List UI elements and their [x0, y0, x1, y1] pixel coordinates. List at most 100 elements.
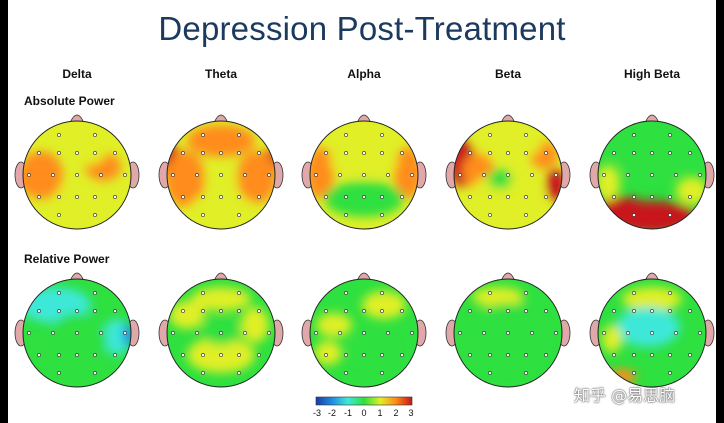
- power-region: [123, 323, 131, 347]
- head-map-icon: [22, 120, 132, 230]
- head-map-icon: [22, 278, 132, 388]
- electrode-dot: [632, 133, 636, 137]
- electrode-dot: [257, 353, 261, 357]
- head-map: [445, 114, 571, 230]
- power-region: [394, 147, 418, 199]
- electrode-dot: [51, 173, 55, 177]
- power-region: [600, 133, 632, 157]
- electrode-dot: [201, 353, 205, 357]
- electrode-dot: [488, 195, 492, 199]
- electrode-dot: [324, 195, 328, 199]
- electrode-dot: [400, 309, 404, 313]
- electrode-dot: [181, 151, 185, 155]
- power-region: [103, 319, 131, 355]
- electrode-dot: [362, 331, 366, 335]
- electrode-dot: [488, 151, 492, 155]
- electrode-dot: [51, 331, 55, 335]
- electrode-dot: [257, 309, 261, 313]
- power-region: [598, 165, 620, 201]
- electrode-dot: [93, 353, 97, 357]
- electrode-dot: [602, 173, 606, 177]
- band-label-high-beta: High Beta: [623, 67, 680, 81]
- electrode-dot: [688, 151, 692, 155]
- colorbar-tick: 1: [377, 408, 382, 418]
- electrode-dot: [524, 151, 528, 155]
- power-region: [237, 151, 275, 203]
- power-region: [472, 287, 524, 307]
- electrode-dot: [219, 331, 223, 335]
- electrode-dot: [612, 195, 616, 199]
- electrode-dot: [668, 371, 672, 375]
- electrode-dot: [37, 353, 41, 357]
- electrode-dot: [237, 371, 241, 375]
- power-region: [616, 307, 680, 347]
- band-label-alpha: Alpha: [347, 67, 381, 81]
- electrode-dot: [93, 151, 97, 155]
- page-title: Depression Post-Treatment: [158, 10, 566, 47]
- electrode-dot: [524, 291, 528, 295]
- electrode-dot: [57, 371, 61, 375]
- electrode-dot: [674, 173, 678, 177]
- electrode-dot: [237, 133, 241, 137]
- electrode-dot: [380, 133, 384, 137]
- electrode-dot: [324, 353, 328, 357]
- electrode-dot: [181, 309, 185, 313]
- electrode-dot: [57, 151, 61, 155]
- electrode-dot: [386, 331, 390, 335]
- electrode-dot: [75, 151, 79, 155]
- electrode-dot: [344, 371, 348, 375]
- electrode-dot: [171, 331, 175, 335]
- band-label-theta: Theta: [204, 67, 237, 81]
- head-map: [589, 114, 715, 230]
- electrode-dot: [544, 195, 548, 199]
- head-map-icon: [453, 120, 563, 230]
- colorbar: [315, 396, 413, 406]
- electrode-dot: [380, 309, 384, 313]
- electrode-dot: [668, 291, 672, 295]
- power-region: [23, 165, 33, 193]
- electrode-dot: [171, 173, 175, 177]
- electrode-dot: [488, 291, 492, 295]
- electrode-dot: [27, 173, 31, 177]
- electrode-dot: [524, 213, 528, 217]
- electrode-dot: [650, 173, 654, 177]
- electrode-dot: [113, 151, 117, 155]
- electrode-dot: [524, 309, 528, 313]
- head-map: [589, 272, 715, 388]
- electrode-dot: [380, 151, 384, 155]
- electrode-dot: [612, 353, 616, 357]
- electrode-dot: [400, 195, 404, 199]
- head-map: [158, 114, 284, 230]
- head-map-icon: [453, 278, 563, 388]
- electrode-dot: [338, 173, 342, 177]
- electrode-dot: [243, 173, 247, 177]
- electrode-dot: [37, 151, 41, 155]
- power-region: [23, 121, 131, 145]
- electrode-dot: [668, 195, 672, 199]
- electrode-dot: [362, 309, 366, 313]
- electrode-dot: [488, 353, 492, 357]
- row-label-absolute-power: Absolute Power: [24, 94, 115, 108]
- power-region: [468, 303, 548, 371]
- power-region: [187, 125, 255, 157]
- electrode-dot: [75, 173, 79, 177]
- electrode-dot: [524, 195, 528, 199]
- electrode-dot: [362, 353, 366, 357]
- electrode-dot: [380, 353, 384, 357]
- head-map-icon: [309, 278, 419, 388]
- electrode-dot: [612, 309, 616, 313]
- electrode-dot: [37, 195, 41, 199]
- electrode-dot: [201, 309, 205, 313]
- head-map-icon: [166, 278, 276, 388]
- electrode-dot: [195, 331, 199, 335]
- electrode-dot: [237, 151, 241, 155]
- electrode-dot: [113, 195, 117, 199]
- electrode-dot: [468, 353, 472, 357]
- electrode-dot: [650, 309, 654, 313]
- electrode-dot: [195, 173, 199, 177]
- electrode-dot: [362, 173, 366, 177]
- electrode-dot: [632, 151, 636, 155]
- power-region: [314, 341, 342, 365]
- electrode-dot: [267, 331, 271, 335]
